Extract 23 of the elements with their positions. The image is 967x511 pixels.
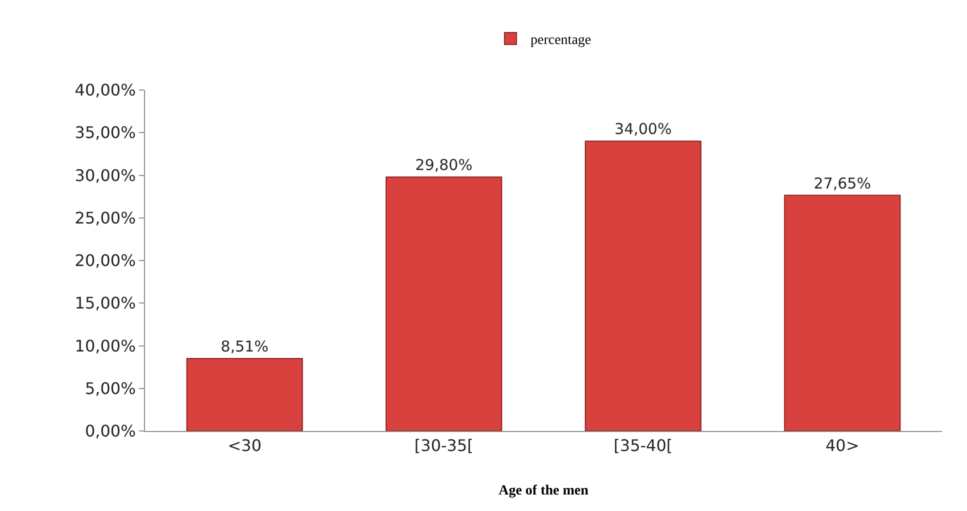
- y-tick-label: 10,00%: [74, 336, 136, 356]
- bar: [186, 358, 303, 431]
- bar: [386, 176, 502, 431]
- y-tick-label: 40,00%: [74, 80, 136, 100]
- y-tick-label: 15,00%: [74, 294, 136, 313]
- legend-label: percentage: [530, 32, 592, 48]
- data-label: 27,65%: [814, 174, 871, 192]
- x-tick-label: <30: [228, 436, 262, 456]
- y-tick-label: 35,00%: [74, 123, 136, 142]
- y-tick-label: 0,00%: [84, 422, 136, 441]
- x-tick-label: [30-35[: [414, 436, 474, 456]
- data-label: 29,80%: [415, 156, 472, 174]
- y-tick-label: 30,00%: [74, 166, 136, 185]
- bar: [584, 140, 702, 431]
- x-tick-label: [35-40[: [614, 436, 673, 456]
- x-tick-label: 40>: [825, 436, 860, 456]
- y-tick-label: 20,00%: [74, 251, 136, 270]
- y-tick-label: 25,00%: [74, 208, 136, 228]
- x-axis-title: Age of the men: [498, 484, 589, 498]
- data-label: 34,00%: [614, 120, 672, 138]
- data-label: 8,51%: [220, 337, 268, 356]
- bar: [784, 194, 901, 431]
- y-tick-label: 5,00%: [84, 378, 136, 398]
